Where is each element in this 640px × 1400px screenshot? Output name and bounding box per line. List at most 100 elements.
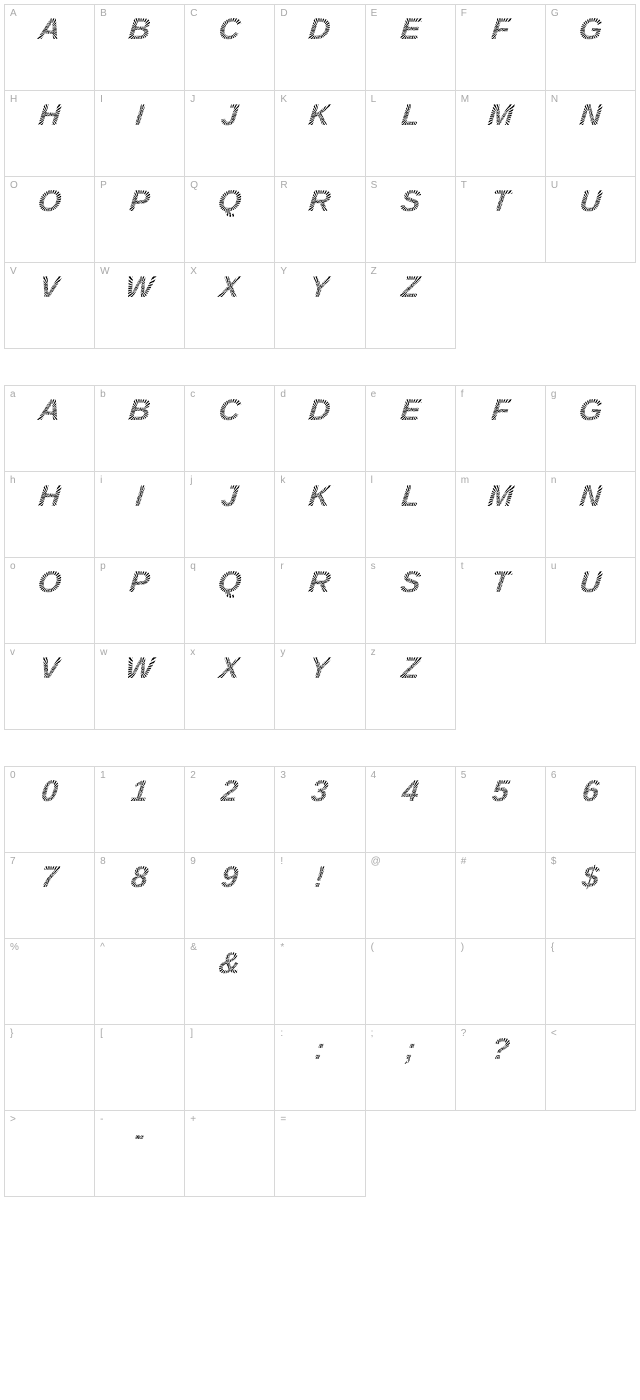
cell-glyph: ?: [454, 1035, 546, 1065]
glyph-cell: CC: [185, 5, 275, 91]
cell-glyph: W: [94, 654, 186, 684]
glyph-cell: SS: [366, 177, 456, 263]
glyph-cell: [456, 263, 546, 349]
cell-glyph: C: [184, 15, 276, 45]
cell-glyph: I: [94, 482, 186, 512]
glyph-grid: aAbBcCdDeEfFgGhHiIjJkKlLmMnNoOpPqQrRsStT…: [4, 385, 636, 730]
cell-glyph: U: [544, 187, 636, 217]
glyph-cell: zZ: [366, 644, 456, 730]
glyph-cell: [: [95, 1025, 185, 1111]
glyph-cell: =: [275, 1111, 365, 1197]
glyph-cell: nN: [546, 472, 636, 558]
glyph-cell: 77: [5, 853, 95, 939]
glyph-cell: iI: [95, 472, 185, 558]
glyph-cell: [456, 1111, 546, 1197]
glyph-cell: 66: [546, 767, 636, 853]
cell-glyph: W: [94, 273, 186, 303]
glyph-cell: JJ: [185, 91, 275, 177]
cell-glyph: G: [544, 15, 636, 45]
cell-key-label: *: [280, 942, 284, 953]
glyph-cell: HH: [5, 91, 95, 177]
cell-glyph: Y: [274, 654, 366, 684]
cell-key-label: <: [551, 1028, 557, 1039]
character-map: AABBCCDDEEFFGGHHIIJJKKLLMMNNOOPPQQRRSSTT…: [4, 4, 636, 1197]
glyph-cell: 55: [456, 767, 546, 853]
glyph-cell: PP: [95, 177, 185, 263]
glyph-cell: 00: [5, 767, 95, 853]
glyph-cell: @: [366, 853, 456, 939]
section-numbers-symbols: 00112233445566778899!!@#$$%^&&*(){}[]::;…: [4, 766, 636, 1197]
cell-glyph: G: [544, 396, 636, 426]
cell-glyph: R: [274, 568, 366, 598]
cell-glyph: 2: [184, 777, 276, 807]
cell-glyph: B: [94, 396, 186, 426]
glyph-cell: ??: [456, 1025, 546, 1111]
glyph-cell: $$: [546, 853, 636, 939]
glyph-cell: xX: [185, 644, 275, 730]
cell-glyph: P: [94, 187, 186, 217]
cell-glyph: J: [184, 101, 276, 131]
glyph-cell: &&: [185, 939, 275, 1025]
cell-glyph: :: [274, 1035, 366, 1065]
glyph-cell: XX: [185, 263, 275, 349]
glyph-cell: [366, 1111, 456, 1197]
glyph-cell: oO: [5, 558, 95, 644]
glyph-cell: bB: [95, 386, 185, 472]
glyph-cell: QQ: [185, 177, 275, 263]
glyph-cell: wW: [95, 644, 185, 730]
cell-glyph: D: [274, 396, 366, 426]
cell-glyph: 0: [3, 777, 95, 807]
cell-glyph: O: [3, 568, 95, 598]
glyph-cell: [546, 263, 636, 349]
glyph-cell: }: [5, 1025, 95, 1111]
cell-glyph: 6: [544, 777, 636, 807]
cell-glyph: -: [94, 1121, 186, 1151]
glyph-cell: RR: [275, 177, 365, 263]
glyph-cell: {: [546, 939, 636, 1025]
cell-glyph: X: [184, 654, 276, 684]
glyph-cell: WW: [95, 263, 185, 349]
cell-key-label: ^: [100, 942, 105, 953]
cell-glyph: &: [184, 949, 276, 979]
cell-key-label: (: [371, 942, 374, 953]
glyph-cell: ^: [95, 939, 185, 1025]
glyph-cell: ::: [275, 1025, 365, 1111]
glyph-cell: dD: [275, 386, 365, 472]
cell-glyph: Z: [364, 654, 456, 684]
glyph-cell: AA: [5, 5, 95, 91]
cell-glyph: R: [274, 187, 366, 217]
glyph-cell: TT: [456, 177, 546, 263]
cell-glyph: L: [364, 482, 456, 512]
cell-glyph: A: [3, 15, 95, 45]
cell-glyph: J: [184, 482, 276, 512]
cell-glyph: E: [364, 15, 456, 45]
cell-glyph: H: [3, 101, 95, 131]
cell-glyph: F: [454, 15, 546, 45]
glyph-cell: [546, 644, 636, 730]
glyph-cell: kK: [275, 472, 365, 558]
cell-glyph: O: [3, 187, 95, 217]
cell-glyph: C: [184, 396, 276, 426]
cell-glyph: N: [544, 101, 636, 131]
cell-glyph: P: [94, 568, 186, 598]
cell-key-label: @: [371, 856, 381, 867]
glyph-cell: pP: [95, 558, 185, 644]
cell-glyph: Z: [364, 273, 456, 303]
glyph-cell: (: [366, 939, 456, 1025]
cell-glyph: T: [454, 568, 546, 598]
cell-glyph: N: [544, 482, 636, 512]
glyph-cell: +: [185, 1111, 275, 1197]
cell-glyph: V: [3, 273, 95, 303]
glyph-cell: 99: [185, 853, 275, 939]
glyph-grid: 00112233445566778899!!@#$$%^&&*(){}[]::;…: [4, 766, 636, 1197]
cell-key-label: >: [10, 1114, 16, 1125]
glyph-cell: [456, 644, 546, 730]
glyph-cell: !!: [275, 853, 365, 939]
cell-key-label: {: [551, 942, 554, 953]
glyph-cell: vV: [5, 644, 95, 730]
cell-glyph: E: [364, 396, 456, 426]
glyph-cell: jJ: [185, 472, 275, 558]
glyph-cell: <: [546, 1025, 636, 1111]
glyph-cell: 88: [95, 853, 185, 939]
glyph-cell: KK: [275, 91, 365, 177]
